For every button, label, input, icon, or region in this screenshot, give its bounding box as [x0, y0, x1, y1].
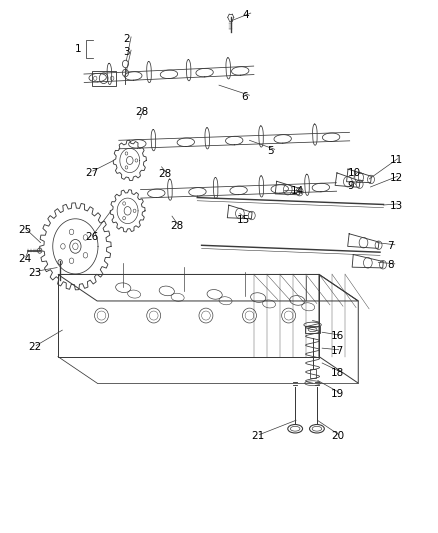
Text: 22: 22	[28, 342, 42, 352]
Text: 4: 4	[243, 10, 250, 20]
Text: 8: 8	[387, 261, 394, 270]
Text: 7: 7	[387, 241, 394, 252]
Bar	[92, 71, 116, 86]
Text: 2: 2	[123, 34, 130, 44]
Text: 25: 25	[18, 225, 31, 236]
Text: 21: 21	[252, 431, 265, 441]
Text: 9: 9	[348, 181, 354, 191]
Text: 28: 28	[170, 221, 183, 231]
Text: 18: 18	[331, 368, 344, 377]
Text: 24: 24	[18, 254, 31, 263]
Text: 17: 17	[331, 346, 344, 357]
Text: 15: 15	[237, 215, 251, 225]
Text: 27: 27	[85, 168, 98, 177]
Text: 28: 28	[135, 107, 148, 117]
Text: 11: 11	[390, 156, 403, 165]
Text: 5: 5	[267, 146, 273, 156]
Text: 14: 14	[291, 186, 304, 196]
Text: 6: 6	[242, 92, 248, 102]
Text: 16: 16	[331, 332, 344, 342]
Text: 20: 20	[331, 431, 344, 441]
Text: 13: 13	[390, 200, 403, 211]
Text: 1: 1	[75, 44, 82, 54]
Text: 26: 26	[85, 232, 98, 242]
Text: 23: 23	[28, 268, 42, 278]
Text: 3: 3	[123, 47, 130, 56]
Bar	[310, 369, 316, 378]
Text: 19: 19	[331, 389, 344, 399]
Text: 10: 10	[348, 168, 361, 177]
Bar	[305, 326, 321, 333]
Text: 12: 12	[390, 173, 403, 183]
Text: 28: 28	[158, 169, 171, 179]
